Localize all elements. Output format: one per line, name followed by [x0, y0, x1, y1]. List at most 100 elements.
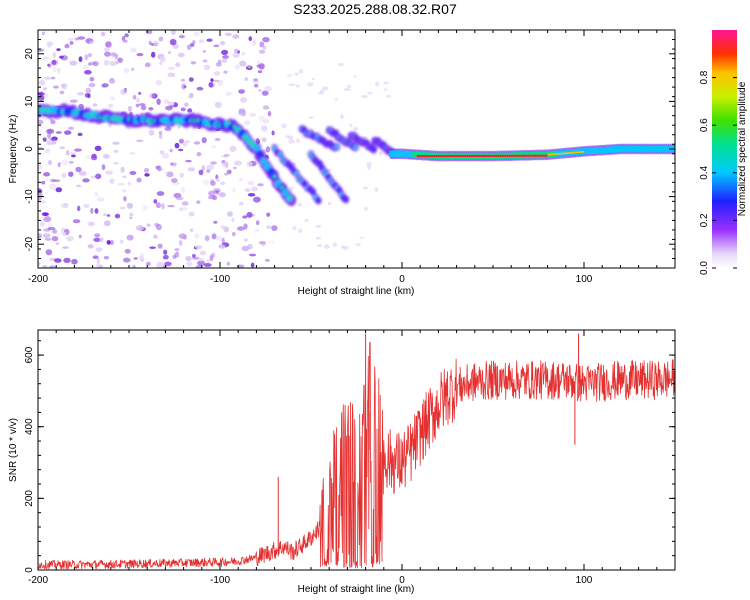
spectrogram-speckle-dot	[262, 118, 270, 124]
spectrogram-speckle-dot	[206, 38, 213, 42]
spectrogram-speckle-dot	[203, 263, 212, 267]
ridge-core	[256, 150, 264, 158]
spectrogram-speckle-dot	[77, 36, 86, 40]
spectrogram-speckle-dot	[188, 77, 194, 82]
spectrogram-speckle-dot	[249, 112, 257, 118]
spectrogram-speckle-dot	[220, 224, 225, 229]
spectrogram-speckle-dot	[296, 138, 300, 144]
spectrogram-speckle-dot	[257, 70, 263, 74]
spectrogram-speckle-dot	[262, 105, 270, 110]
streak-core	[316, 198, 321, 203]
spectrogram-speckle-dot	[103, 255, 110, 260]
spectrogram-speckle-dot	[256, 220, 260, 226]
spectrogram-speckle-dot	[122, 175, 127, 179]
spectrogram-speckle-dot	[262, 45, 267, 50]
spectrogram-speckle-dot	[43, 172, 51, 177]
spectrogram-speckle-dot	[208, 82, 214, 88]
spectrogram-speckle-dot	[217, 79, 224, 87]
spectrogram-speckle-dot	[90, 207, 94, 214]
spectrogram-speckle-dot	[102, 154, 110, 159]
spectrogram-speckle-dot	[262, 36, 270, 43]
spectrogram-speckle-dot	[198, 169, 204, 176]
spectrogram-speckle-dot	[246, 211, 253, 218]
spectrogram-speckle-dot	[137, 256, 145, 260]
spectrogram-speckle-dot	[297, 202, 302, 207]
spectrogram-speckle-dot	[167, 204, 175, 208]
spectrogram-speckle-dot	[265, 146, 271, 153]
spectrogram-speckle-dot	[180, 187, 186, 194]
spectrogram-speckle-dot	[114, 57, 121, 62]
spectrogram-speckle-dot	[167, 72, 176, 78]
spectrogram-speckle-dot	[78, 171, 87, 176]
spectrogram-speckle-dot	[41, 212, 49, 217]
spectrogram-speckle-dot	[148, 107, 154, 111]
spectrogram-speckle-dot	[265, 225, 272, 229]
spectrogram-speckle-dot	[122, 189, 127, 193]
snr-x-tick-label: -100	[210, 575, 230, 586]
spectrogram-speckle-dot	[38, 80, 46, 86]
snr-series-line	[38, 341, 675, 570]
spectrogram-speckle-dot	[84, 54, 89, 61]
spectrogram-speckle-dot	[225, 91, 232, 96]
spectrogram-speckle-dot	[178, 240, 183, 246]
spectrogram-speckle-dot	[90, 175, 96, 179]
spectrogram-speckle-dot	[156, 98, 161, 105]
spectrogram-speckle-dot	[361, 95, 369, 99]
spectrogram-speckle-dot	[182, 142, 188, 147]
spectrogram-speckle-dot	[42, 265, 48, 268]
spectrogram-speckle-dot	[75, 166, 82, 173]
spectrogram-speckle-dot	[38, 234, 42, 239]
spectrogram-speckle-dot	[178, 35, 185, 39]
spectrogram-speckle-dot	[51, 59, 59, 66]
spectrogram-speckle-dot	[241, 245, 250, 252]
spectrogram-speckle-dot	[198, 39, 204, 44]
spectrogram-speckle-dot	[298, 69, 304, 74]
spectrogram-speckle-dot	[92, 61, 99, 67]
spectrogram-speckle-dot	[223, 153, 230, 158]
spectrogram-speckle-dot	[311, 77, 316, 80]
spectrogram-speckle-dot	[109, 240, 115, 245]
spectrogram-speckle-dot	[179, 172, 185, 178]
spectrogram-speckle-dot	[244, 188, 251, 192]
spectrogram-speckle-dot	[88, 82, 96, 88]
spectrogram-speckle-dot	[233, 48, 239, 54]
spectrogram-speckle-dot	[153, 234, 158, 239]
spectrogram-speckle-dot	[202, 59, 208, 63]
spectrogram-speckle-dot	[105, 41, 112, 48]
spectrogram-speckle-dot	[198, 257, 205, 262]
spectrogram-speckle-dot	[238, 201, 244, 206]
spectrogram-speckle-dot	[221, 160, 226, 164]
spectrogram-speckle-dot	[136, 97, 140, 104]
spectrogram-y-tick-label: 20	[24, 48, 35, 60]
spectrogram-speckle-dot	[55, 187, 63, 193]
spectrogram-speckle-dot	[110, 96, 115, 101]
spectrogram-speckle-dot	[172, 254, 177, 260]
spectrogram-speckle-dot	[324, 244, 330, 250]
spectrogram-speckle-dot	[281, 123, 287, 129]
spectrogram-speckle-dot	[135, 225, 144, 231]
spectrogram-speckle-dot	[108, 103, 114, 108]
spectrogram-speckle-dot	[113, 149, 119, 153]
spectrogram-speckle-dot	[94, 233, 101, 238]
spectrogram-speckle-dot	[223, 70, 228, 74]
spectrogram-speckle-dot	[340, 114, 344, 119]
spectrogram-speckle-dot	[286, 74, 293, 77]
snr-x-label: Height of straight line (km)	[298, 584, 415, 595]
spectrogram-speckle-dot	[138, 92, 142, 95]
streak-core	[334, 145, 339, 149]
spectrogram-speckle-dot	[161, 203, 165, 210]
spectrogram-speckle-dot	[199, 250, 206, 256]
spectrogram-speckle-dot	[77, 91, 85, 96]
spectrogram-speckle-dot	[343, 88, 351, 92]
spectrogram-speckle-dot	[224, 161, 229, 168]
spectrogram-speckle-dot	[223, 226, 230, 233]
spectrogram-speckle-dot	[129, 212, 134, 217]
spectrogram-speckle-dot	[54, 258, 62, 263]
spectrogram-speckle-dot	[256, 60, 262, 65]
spectrogram-x-tick-label: -100	[210, 274, 230, 285]
spectrogram-speckle-dot	[61, 172, 67, 178]
colorbar-tick-label: 0.2	[699, 213, 710, 227]
spectrogram-speckle-dot	[151, 93, 158, 99]
spectrogram-speckle-dot	[52, 179, 61, 183]
ridge-hot	[232, 124, 237, 129]
